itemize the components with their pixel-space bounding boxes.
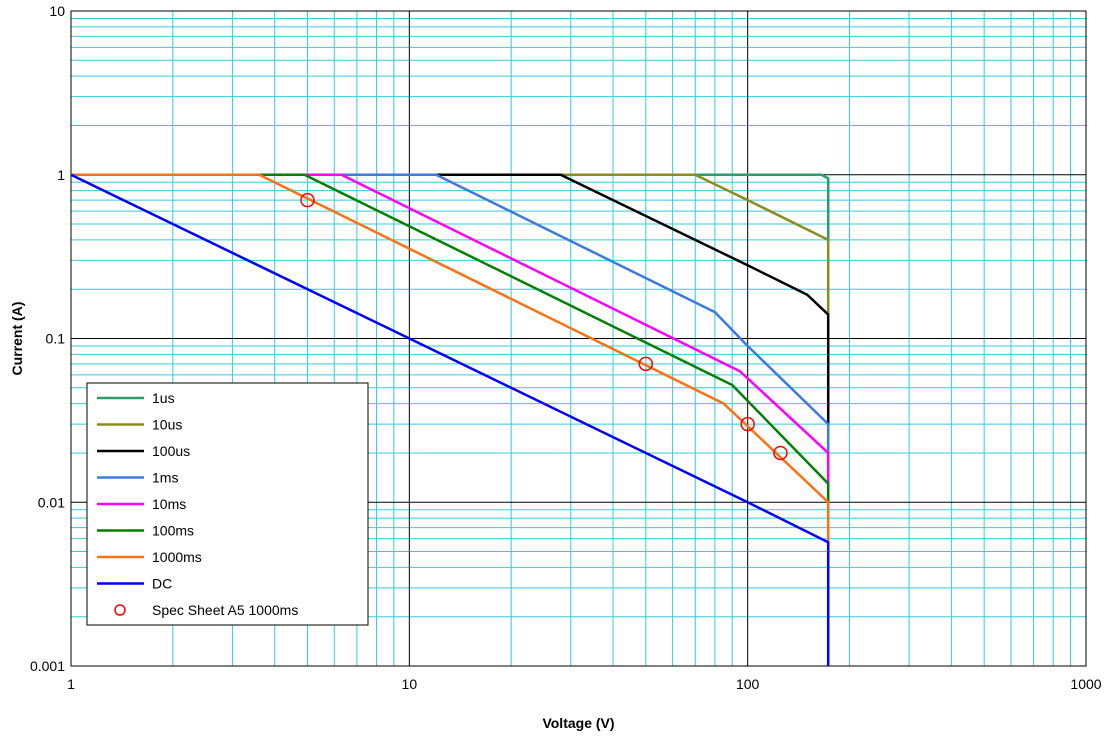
y-tick-label: 10 <box>49 3 65 19</box>
spec-sheet-marker <box>638 356 654 372</box>
x-tick-label: 10 <box>402 676 418 692</box>
y-tick-labels: 10 1 0.1 0.01 0.001 <box>30 3 65 674</box>
series-line-1000ms <box>71 173 830 543</box>
legend-label: 1ms <box>152 470 178 486</box>
legend-label: DC <box>152 576 172 592</box>
spec-sheet-marker <box>740 416 755 432</box>
spec-sheet-marker <box>773 445 788 461</box>
y-axis-title: Current (A) <box>9 302 25 376</box>
y-tick-label: 1 <box>57 167 65 183</box>
y-tick-label: 0.01 <box>38 494 65 510</box>
spec-sheet-marker <box>300 192 315 208</box>
series-line-DC <box>70 173 830 666</box>
legend-label: 1000ms <box>152 549 202 565</box>
legend-label: Spec Sheet A5 1000ms <box>152 602 298 618</box>
x-tick-label: 1000 <box>1070 676 1101 692</box>
plot-frame <box>70 10 1087 667</box>
y-tick-label: 0.001 <box>30 658 65 674</box>
series-layer <box>70 173 830 666</box>
x-tick-labels: 1 10 100 1000 <box>67 676 1102 692</box>
series-line-1ms <box>71 173 830 453</box>
legend-label: 10ms <box>152 496 186 512</box>
y-tick-label: 0.1 <box>46 331 66 347</box>
series-line-100us <box>71 173 830 425</box>
legend: 1us 10us 100us 1ms 10ms 100ms 1000ms DC Spec She… <box>86 382 369 626</box>
legend-swatch-spec-sheet <box>114 604 126 616</box>
x-tick-label: 100 <box>736 676 760 692</box>
legend-label: 1us <box>152 390 175 406</box>
x-axis-title: Voltage (V) <box>542 715 614 731</box>
marker-layer <box>300 192 788 461</box>
x-tick-label: 1 <box>67 676 75 692</box>
legend-label: 100us <box>152 443 190 459</box>
legend-label: 10us <box>152 417 182 433</box>
legend-label: 100ms <box>152 523 194 539</box>
